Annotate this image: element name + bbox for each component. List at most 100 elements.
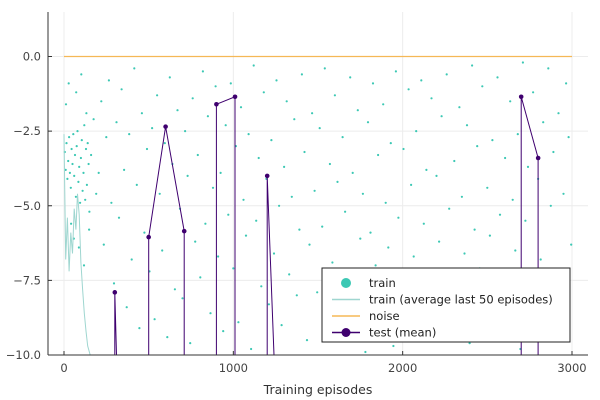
train-point: [547, 67, 550, 70]
train-point: [85, 183, 88, 186]
train-point: [415, 130, 418, 133]
train-point: [176, 109, 179, 112]
train-point: [71, 162, 74, 166]
train-point: [280, 324, 283, 327]
test-mean-marker: [232, 94, 238, 100]
legend-item-label: train (average last 50 episodes): [369, 293, 553, 307]
train-point: [460, 195, 463, 198]
train-point: [521, 61, 525, 64]
train-point: [374, 264, 377, 267]
train-point: [237, 321, 240, 324]
train-point: [117, 216, 121, 219]
train-point: [83, 124, 86, 127]
train-point: [516, 133, 519, 136]
x-tick-label: 0: [60, 361, 67, 375]
train-point: [140, 112, 143, 115]
legend-item-label: train: [369, 276, 396, 290]
train-point: [570, 243, 573, 246]
train-point: [562, 192, 565, 195]
train-point: [397, 216, 400, 219]
train-point: [84, 198, 87, 201]
train-point: [67, 82, 70, 85]
train-point: [361, 192, 364, 195]
train-point: [565, 82, 568, 85]
train-point: [440, 115, 443, 118]
train-point: [295, 294, 298, 297]
train-point: [68, 136, 71, 139]
train-point: [308, 243, 311, 246]
train-point: [473, 228, 476, 231]
test-mean-marker: [264, 173, 270, 179]
train-point: [430, 97, 433, 100]
train-point: [66, 177, 69, 180]
legend-item-label: test (mean): [369, 326, 436, 340]
train-point: [219, 171, 222, 174]
train-point: [394, 70, 397, 73]
train-point: [68, 171, 71, 174]
train-point: [64, 168, 67, 171]
train-point: [80, 139, 83, 142]
train-point: [349, 76, 352, 79]
train-point: [204, 222, 207, 225]
train-point: [115, 121, 118, 124]
train-point: [313, 189, 316, 192]
train-point: [186, 174, 189, 177]
train-point: [153, 318, 156, 321]
train-point: [463, 252, 466, 255]
train-point: [260, 285, 263, 288]
train-point: [481, 85, 484, 88]
train-point: [189, 342, 192, 345]
train-point: [377, 153, 380, 157]
test-mean-marker: [535, 155, 541, 161]
train-point: [72, 133, 75, 136]
y-tick-label: −10.0: [6, 348, 41, 362]
train-point: [232, 267, 235, 270]
train-average-line: [63, 134, 91, 355]
train-point: [303, 150, 306, 154]
train-point: [344, 210, 347, 213]
train-point: [107, 79, 110, 82]
train-point: [328, 162, 331, 166]
train-point: [250, 347, 253, 351]
train-point: [222, 330, 225, 333]
train-point: [514, 249, 517, 252]
train-point: [92, 118, 95, 121]
train-point: [81, 189, 84, 192]
train-point: [491, 139, 494, 142]
train-point: [70, 147, 73, 151]
train-point: [201, 70, 204, 73]
train-point: [468, 342, 471, 345]
train-point: [239, 106, 243, 109]
train-point: [64, 103, 68, 106]
train-point: [181, 297, 184, 300]
train-point: [73, 174, 76, 177]
train-point: [262, 91, 265, 94]
train-point: [217, 255, 220, 258]
train-point: [524, 219, 527, 222]
train-point: [420, 79, 423, 82]
train-point: [321, 225, 324, 228]
train-point: [112, 282, 116, 285]
train-point: [67, 159, 70, 163]
train-point: [557, 112, 560, 115]
train-point: [300, 73, 303, 76]
train-point: [161, 249, 164, 252]
train-point: [86, 142, 89, 145]
x-tick-label: 3000: [557, 361, 586, 375]
train-point: [336, 180, 339, 183]
train-point: [389, 142, 392, 145]
axes: [47, 12, 588, 356]
train-point: [242, 198, 245, 201]
legend-item-label: noise: [369, 309, 400, 323]
train-point: [410, 183, 413, 186]
x-axis-label: Training episodes: [263, 382, 373, 397]
train-point: [526, 165, 530, 168]
train-point: [79, 156, 82, 160]
train-point: [196, 153, 199, 157]
train-point: [133, 67, 136, 70]
train-point: [90, 153, 93, 157]
train-point: [371, 82, 375, 85]
train-point: [458, 106, 461, 109]
train-point: [151, 127, 154, 130]
